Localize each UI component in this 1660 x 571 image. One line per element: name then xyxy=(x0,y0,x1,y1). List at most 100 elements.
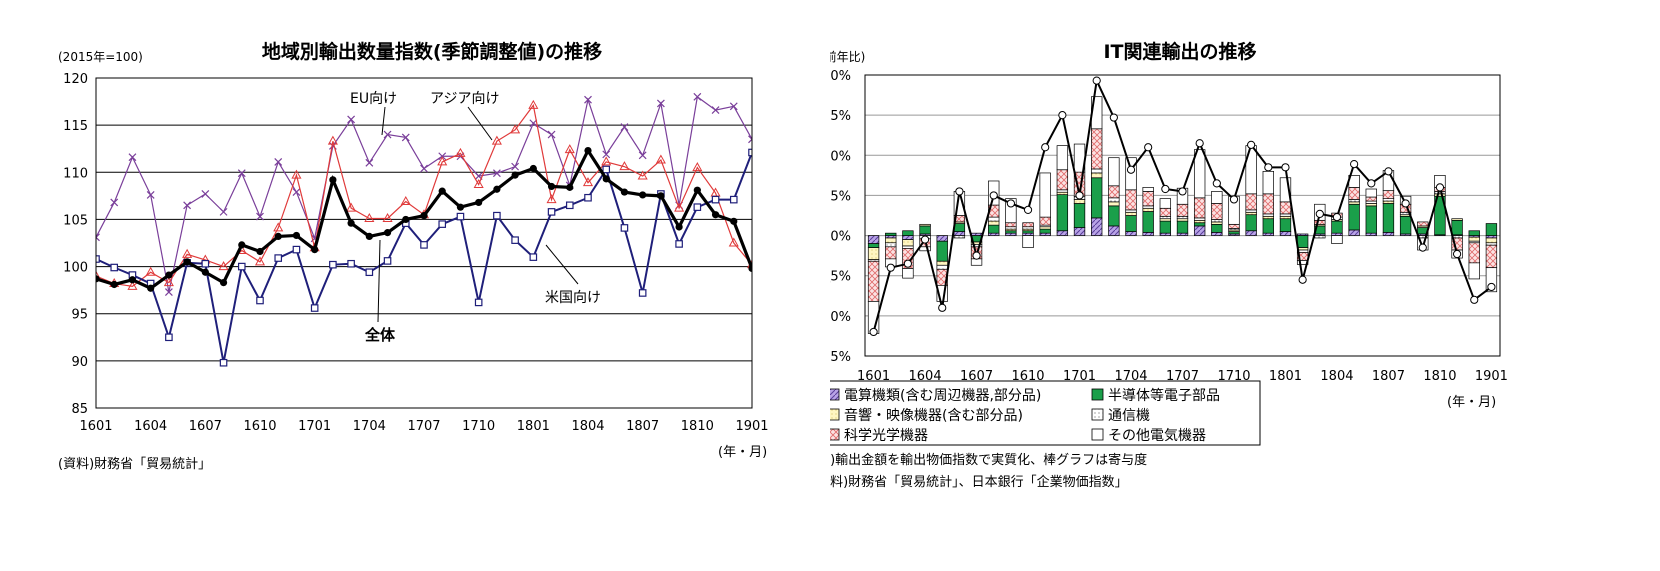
bar-segment-comm xyxy=(1485,242,1498,246)
right-x-tick-labels: 1601 1604 1607 1610 1701 1704 1707 1710 1801 1804… xyxy=(857,369,1508,384)
bar-segment-av xyxy=(1176,218,1189,222)
bar-segment-sci xyxy=(1125,189,1137,211)
right-y-tick-labels: 20% 15% 10% 5% 0% ▲5% ▲10% ▲15% xyxy=(830,69,851,365)
marker-asia xyxy=(163,277,174,287)
bar-segment-other xyxy=(1365,188,1377,198)
bar-segment-computer xyxy=(1485,235,1498,239)
left-y-tick: 120 xyxy=(63,72,88,87)
bar-segment-comm xyxy=(1348,199,1360,203)
marker-asia xyxy=(528,99,539,109)
right-y-tick: 15% xyxy=(830,109,851,124)
marker-us xyxy=(438,220,447,228)
right-y-tick: 0% xyxy=(830,230,851,245)
total-marker xyxy=(1470,295,1479,304)
bar-segment-sci xyxy=(1091,128,1103,170)
total-marker xyxy=(972,251,981,260)
marker-eu xyxy=(110,198,119,207)
left-x-tick: 1804 xyxy=(571,419,604,434)
marker-total xyxy=(711,211,720,219)
bar-segment-sci xyxy=(1005,222,1017,228)
left-x-tick: 1801 xyxy=(517,419,550,434)
left-x-tick: 1604 xyxy=(134,419,167,434)
total-marker xyxy=(1418,243,1427,252)
marker-eu xyxy=(274,157,283,166)
bar-segment-av xyxy=(1434,193,1446,197)
bar-segment-semi xyxy=(1193,222,1206,227)
marker-us xyxy=(620,224,629,232)
total-marker xyxy=(1195,139,1204,148)
bar-segment-other xyxy=(1262,170,1274,195)
total-marker xyxy=(938,303,947,312)
bar-segment-av xyxy=(919,223,931,227)
bar-segment-sci xyxy=(1211,203,1223,220)
bar-segment-other xyxy=(1485,267,1498,293)
marker-us xyxy=(711,195,720,204)
marker-us xyxy=(675,240,683,248)
marker-total xyxy=(219,279,228,287)
bar-segment-sci xyxy=(867,260,880,302)
marker-asia xyxy=(346,202,357,212)
bar-segment-other xyxy=(919,246,931,252)
marker-us xyxy=(529,253,538,261)
marker-eu xyxy=(256,212,264,221)
total-marker xyxy=(955,187,964,196)
total-marker xyxy=(1298,275,1307,284)
bar-segment-sci xyxy=(1314,219,1326,225)
total-marker xyxy=(1023,205,1033,214)
bar-segment-semi xyxy=(1159,220,1172,234)
bar-segment-av xyxy=(902,239,914,247)
legend-swatch-other xyxy=(1091,428,1104,441)
left-x-tick: 1710 xyxy=(462,419,495,434)
bar-segment-sci xyxy=(1108,185,1120,199)
left-series-lines xyxy=(96,92,752,367)
legend-label-comm: 通信機 xyxy=(1108,408,1150,424)
bar-segment-semi xyxy=(1022,230,1034,234)
bar-segment-semi xyxy=(936,240,948,262)
left-x-tick: 1707 xyxy=(407,419,440,434)
bar-segment-computer xyxy=(1108,225,1120,236)
bar-segment-computer xyxy=(1245,230,1257,236)
left-y-tick: 95 xyxy=(71,308,88,323)
right-y-tick: 20% xyxy=(830,69,851,84)
bar-segment-comm xyxy=(1091,168,1103,174)
marker-us xyxy=(474,298,483,307)
bar-segment-computer xyxy=(1073,227,1086,236)
bar-segment-sci xyxy=(1262,193,1274,215)
marker-us xyxy=(165,333,173,342)
bar-segment-sci xyxy=(1245,193,1257,211)
total-marker xyxy=(1264,163,1273,172)
bar-segment-sci xyxy=(1468,242,1480,264)
marker-total xyxy=(547,182,556,191)
bar-segment-comm xyxy=(1211,219,1223,223)
marker-asia xyxy=(491,135,502,145)
legend-swatch-sci xyxy=(830,428,840,441)
bar-segment-computer xyxy=(1159,232,1172,236)
right-y-tick: ▲10% xyxy=(830,310,851,325)
legend-label-sci: 科学光学機器 xyxy=(844,428,928,444)
right-x-tick: 1604 xyxy=(909,369,942,384)
marker-total xyxy=(748,264,752,273)
left-y-tick: 90 xyxy=(71,355,88,370)
marker-us xyxy=(274,254,283,262)
annotation-total: 全体 xyxy=(364,326,396,344)
marker-asia xyxy=(473,179,484,189)
marker-eu xyxy=(164,288,173,296)
marker-eu xyxy=(365,158,374,167)
bar-segment-sci xyxy=(1176,203,1189,217)
bar-segment-comm xyxy=(1142,205,1154,209)
left-y-tick: 100 xyxy=(63,261,88,276)
bar-segment-computer xyxy=(1005,232,1017,236)
marker-asia xyxy=(382,212,393,222)
bar-segment-computer xyxy=(953,231,966,236)
legend-swatch-computer xyxy=(830,388,840,401)
left-source-note: (資料)財務省「貿易統計」 xyxy=(58,456,211,472)
bar-segment-sci xyxy=(1039,216,1051,226)
legend-label-semi: 半導体等電子部品 xyxy=(1108,387,1220,404)
marker-us xyxy=(237,262,246,271)
right-stacked-bars xyxy=(867,96,1498,334)
marker-eu xyxy=(547,130,556,139)
bar-segment-av xyxy=(1468,236,1480,242)
marker-total xyxy=(566,183,574,191)
total-marker xyxy=(1384,167,1393,176)
